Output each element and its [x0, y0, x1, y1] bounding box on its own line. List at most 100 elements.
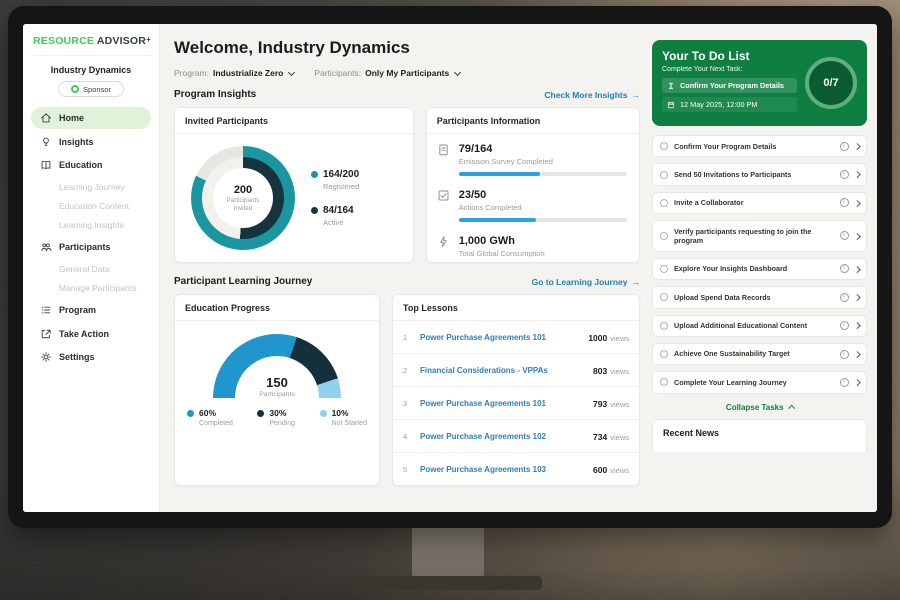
lesson-rank: 2 — [403, 365, 408, 375]
actions-completed-label: Actions Completed — [458, 203, 522, 212]
chevron-right-icon[interactable] — [853, 379, 860, 386]
sidebar-item-home[interactable]: Home — [31, 107, 151, 129]
legend-label: Pending — [269, 420, 296, 427]
sidebar-item-learning-insights[interactable]: Learning Insights — [59, 220, 124, 230]
info-icon[interactable] — [839, 349, 849, 359]
lesson-row: 1 Power Purchase Agreements 101 1000 view… — [393, 321, 639, 354]
sidebar-item-learning-journey[interactable]: Learning Journey — [59, 182, 125, 192]
learning-journey-header: Participant Learning Journey Go to Learn… — [174, 276, 640, 287]
info-icon[interactable] — [839, 292, 849, 302]
sidebar-item-settings[interactable]: Settings — [31, 346, 151, 368]
info-icon[interactable] — [839, 141, 849, 151]
survey-icon — [437, 143, 450, 161]
insights-icon — [43, 137, 49, 146]
todo-progress-ring: 0/7 — [805, 56, 857, 109]
info-icon[interactable] — [839, 321, 849, 331]
lesson-link[interactable]: Power Purchase Agreements 103 — [420, 464, 546, 474]
sponsor-badge[interactable]: Sponsor — [58, 81, 124, 97]
todo-task[interactable]: Send 50 Invitations to Participants — [652, 163, 867, 186]
lesson-views-label: views — [610, 334, 629, 343]
legend-completed: 60% Completed — [187, 408, 233, 427]
sidebar-item-education-content[interactable]: Education Content — [59, 201, 129, 211]
checkbox-circle-icon[interactable] — [660, 170, 668, 179]
org-name: Industry Dynamics — [50, 65, 132, 75]
chevron-right-icon[interactable] — [853, 171, 860, 178]
todo-task[interactable]: Complete Your Learning Journey — [652, 371, 867, 394]
next-task-time: 12 May 2025, 12:00 PM — [680, 100, 758, 109]
learning-cards-row: Education Progress 150 Participants 60% … — [174, 294, 640, 486]
invited-donut-center: 200 Participants Invited — [213, 168, 273, 228]
invited-total: 200 — [233, 183, 253, 196]
legend-label: Registered — [323, 182, 360, 191]
sidebar-item-take-action[interactable]: Take Action — [31, 323, 151, 345]
legend-active: 84/164 Active — [311, 205, 359, 227]
program-filter[interactable]: Program: Industrialize Zero — [174, 68, 296, 78]
sidebar-item-education[interactable]: Education — [31, 154, 151, 176]
checkbox-circle-icon[interactable] — [660, 321, 668, 330]
actions-icon — [437, 189, 450, 207]
sidebar-item-program[interactable]: Program — [31, 299, 151, 321]
info-icon[interactable] — [839, 170, 849, 180]
info-icon[interactable] — [839, 231, 849, 241]
checkbox-circle-icon[interactable] — [660, 378, 668, 387]
go-to-learning-journey-link[interactable]: Go to Learning Journey — [532, 277, 640, 287]
info-icon[interactable] — [839, 264, 849, 274]
next-task-chip[interactable]: Confirm Your Program Details — [662, 78, 797, 93]
program-insights-header: Program Insights Check More Insights — [174, 89, 640, 100]
info-icon[interactable] — [839, 198, 849, 208]
sidebar-item-manage-participants[interactable]: Manage Participants — [59, 283, 137, 293]
chevron-right-icon[interactable] — [853, 199, 860, 207]
lesson-views-label: views — [610, 433, 629, 442]
chevron-right-icon[interactable] — [853, 265, 860, 273]
todo-task[interactable]: Confirm Your Program Details — [652, 135, 867, 158]
info-icon[interactable] — [839, 377, 849, 387]
emission-survey-progress — [458, 172, 627, 176]
chevron-right-icon[interactable] — [853, 322, 860, 329]
checkbox-circle-icon[interactable] — [660, 264, 668, 273]
card-title: Top Lessons — [393, 295, 639, 321]
sidebar-item-participants[interactable]: Participants — [31, 236, 151, 258]
lesson-row: 2 Financial Considerations - VPPAs 803 vi… — [393, 354, 639, 387]
chevron-right-icon[interactable] — [853, 232, 860, 240]
legend-label: Completed — [199, 420, 233, 427]
invited-total-label: Participants Invited — [226, 196, 260, 212]
todo-task[interactable]: Achieve One Sustainability Target — [652, 342, 867, 366]
program-icon — [41, 306, 51, 314]
recent-news-title: Recent News — [663, 427, 720, 438]
todo-task[interactable]: Upload Spend Data Records — [652, 286, 867, 309]
lesson-views-label: views — [610, 466, 629, 475]
participants-filter[interactable]: Participants: Only My Participants — [314, 68, 462, 78]
sponsor-icon — [71, 85, 80, 93]
checkbox-circle-icon[interactable] — [660, 142, 668, 151]
todo-task[interactable]: Verify participants requesting to join t… — [652, 220, 867, 252]
lesson-link[interactable]: Power Purchase Agreements 101 — [420, 332, 546, 342]
filters-bar: Program: Industrialize Zero Participants… — [174, 68, 640, 78]
todo-task[interactable]: Explore Your Insights Dashboard — [652, 257, 867, 281]
lesson-link[interactable]: Financial Considerations - VPPAs — [420, 365, 548, 375]
checkbox-circle-icon[interactable] — [660, 350, 668, 359]
take-action-icon — [41, 329, 51, 338]
chevron-right-icon[interactable] — [853, 350, 860, 358]
lesson-link[interactable]: Power Purchase Agreements 102 — [420, 431, 546, 441]
checkbox-circle-icon[interactable] — [660, 293, 668, 302]
legend-label: Active — [323, 218, 344, 227]
todo-task[interactable]: Upload Additional Educational Content — [652, 314, 867, 337]
checkbox-circle-icon[interactable] — [660, 231, 668, 240]
lesson-row: 3 Power Purchase Agreements 101 793 views — [393, 387, 639, 420]
main-column: Welcome, Industry Dynamics Program: Indu… — [174, 32, 640, 512]
sidebar-item-general-data[interactable]: General Data — [59, 264, 110, 274]
legend-label: Not Started — [331, 420, 367, 427]
recent-news-card: Recent News — [652, 418, 867, 452]
checkbox-circle-icon[interactable] — [660, 198, 668, 207]
chevron-right-icon[interactable] — [853, 294, 860, 301]
education-icon — [41, 160, 51, 170]
participants-filter-label: Participants: — [314, 68, 362, 78]
arrow-right-icon — [628, 277, 641, 287]
collapse-tasks-link[interactable]: Collapse Tasks — [652, 403, 867, 412]
check-more-insights-link[interactable]: Check More Insights — [544, 90, 640, 100]
lesson-link[interactable]: Power Purchase Agreements 101 — [420, 398, 546, 408]
chevron-right-icon[interactable] — [853, 142, 860, 150]
todo-task[interactable]: Invite a Collaborator — [652, 191, 867, 215]
sidebar-item-insights[interactable]: Insights — [31, 131, 151, 153]
todo-progress-value: 0/7 — [823, 76, 839, 89]
